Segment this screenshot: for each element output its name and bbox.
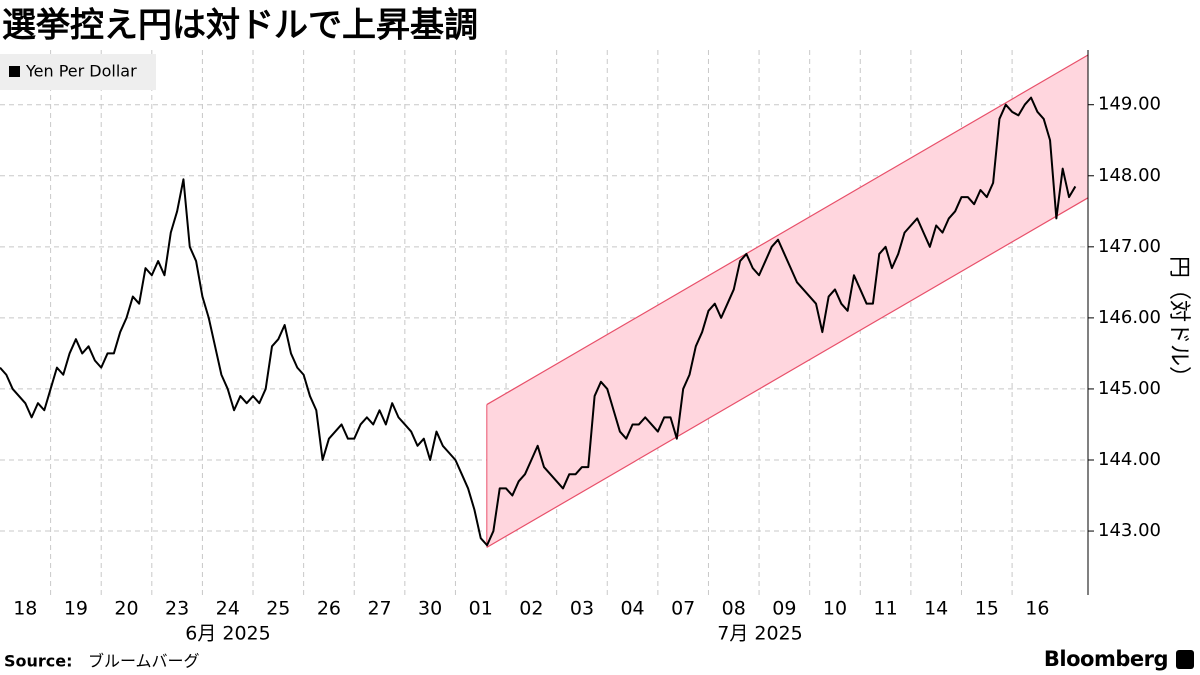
y-tick-label: 149.00 <box>1098 94 1161 115</box>
x-tick-label: 03 <box>570 598 594 620</box>
x-tick-label: 26 <box>317 598 341 620</box>
y-tick-label: 146.00 <box>1098 307 1161 328</box>
channel-edge <box>486 197 1089 548</box>
legend-swatch <box>9 66 20 77</box>
x-tick-label: 08 <box>722 598 746 620</box>
x-tick-label: 02 <box>519 598 543 620</box>
x-tick-label: 01 <box>469 598 493 620</box>
y-axis-title: 円（対ドル） <box>1166 256 1191 388</box>
x-tick-label: 14 <box>924 598 948 620</box>
y-tick-label: 148.00 <box>1098 165 1161 186</box>
source-label: Source: <box>4 652 73 671</box>
x-tick-label: 18 <box>13 598 37 620</box>
x-tick-label: 24 <box>216 598 240 620</box>
x-tick-label: 11 <box>873 598 897 620</box>
x-tick-label: 16 <box>1025 598 1049 620</box>
x-tick-label: 10 <box>823 598 847 620</box>
x-tick-label: 25 <box>266 598 290 620</box>
x-tick-label: 30 <box>418 598 442 620</box>
chart-title: 選挙控え円は対ドルで上昇基調 <box>2 6 478 46</box>
x-tick-label: 04 <box>620 598 644 620</box>
x-tick-label: 20 <box>114 598 138 620</box>
plot-area: 143.00 144.00 145.00 146.00 147.00 148.00 149.… <box>0 50 1161 620</box>
y-tick-label: 147.00 <box>1098 236 1161 257</box>
x-tick-label: 23 <box>165 598 189 620</box>
month-label: 7月 2025 <box>717 623 802 645</box>
x-tick-label: 15 <box>975 598 999 620</box>
x-tick-label: 09 <box>772 598 796 620</box>
channel-edge <box>486 54 1089 406</box>
y-tick-label: 145.00 <box>1098 378 1161 399</box>
x-tick-label: 19 <box>64 598 88 620</box>
legend-box <box>0 54 156 90</box>
price-line <box>0 96 1077 547</box>
month-label: 6月 2025 <box>185 623 270 645</box>
source: ブルームバーグ <box>88 652 200 671</box>
x-tick-label: 07 <box>671 598 695 620</box>
legend-label: Yen Per Dollar <box>25 62 137 81</box>
x-tick-label: 27 <box>367 598 391 620</box>
logo: Bloomberg <box>1044 647 1168 671</box>
logo-icon <box>1176 650 1194 669</box>
y-tick-label: 144.00 <box>1098 449 1161 470</box>
y-tick-label: 143.00 <box>1098 520 1161 541</box>
